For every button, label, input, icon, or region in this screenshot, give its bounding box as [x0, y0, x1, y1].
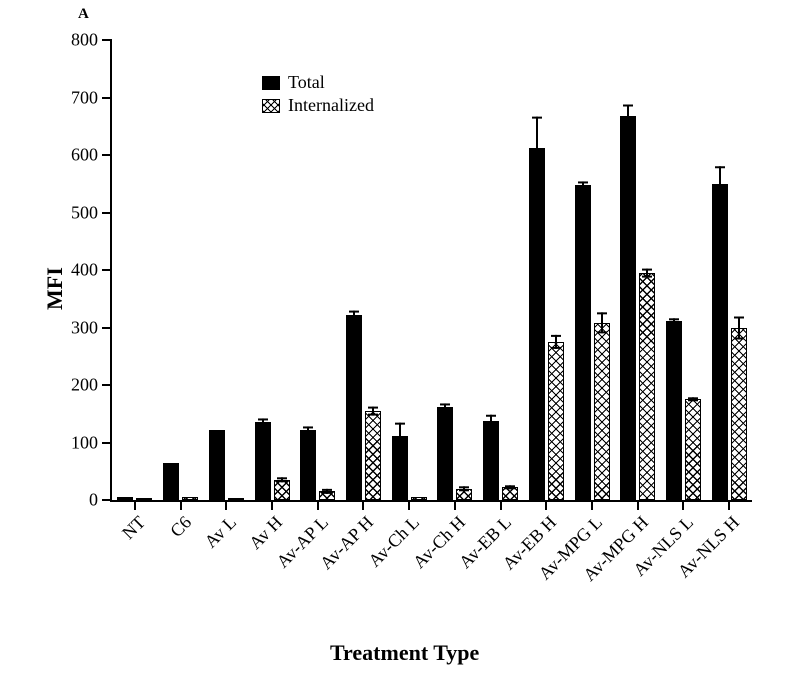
y-tick-label: 0	[89, 490, 98, 511]
x-tick-label: C6	[166, 512, 196, 542]
x-tick-label: NT	[118, 512, 150, 544]
legend-label: Total	[288, 72, 325, 93]
bar-total	[163, 463, 179, 500]
bar-total	[437, 407, 453, 500]
x-tick	[225, 500, 227, 510]
y-tick-label: 300	[71, 317, 98, 338]
legend-item: Total	[262, 72, 374, 93]
x-tick	[728, 500, 730, 510]
x-tick	[682, 500, 684, 510]
x-tick	[317, 500, 319, 510]
x-tick	[134, 500, 136, 510]
bar-internalized	[731, 328, 747, 501]
bar-total	[483, 421, 499, 500]
bar-internalized	[274, 480, 290, 500]
y-tick-label: 800	[71, 30, 98, 51]
x-tick	[180, 500, 182, 510]
bar-total	[255, 422, 271, 500]
bar-internalized	[685, 399, 701, 500]
bar-internalized	[548, 342, 564, 500]
y-tick-label: 400	[71, 260, 98, 281]
bar-total	[712, 184, 728, 500]
y-tick-label: 600	[71, 145, 98, 166]
y-tick-label: 700	[71, 87, 98, 108]
plot-area: TotalInternalized 0100200300400500600700…	[110, 40, 752, 502]
panel-label: A	[78, 6, 89, 23]
y-tick	[102, 39, 112, 41]
bar-total	[529, 148, 545, 500]
bar-internalized	[182, 497, 198, 500]
y-tick-label: 200	[71, 375, 98, 396]
x-tick	[454, 500, 456, 510]
bar-total	[575, 185, 591, 500]
x-tick	[408, 500, 410, 510]
y-tick-label: 100	[71, 432, 98, 453]
x-tick	[591, 500, 593, 510]
y-tick	[102, 269, 112, 271]
bar-internalized	[136, 498, 152, 500]
bar-internalized	[639, 273, 655, 500]
y-tick	[102, 442, 112, 444]
x-tick	[362, 500, 364, 510]
y-tick	[102, 327, 112, 329]
bar-internalized	[411, 497, 427, 500]
bar-total	[209, 430, 225, 500]
bar-total	[346, 315, 362, 500]
x-tick-label: Av L	[201, 512, 241, 552]
y-axis-label: MFI	[42, 267, 68, 310]
y-tick-label: 500	[71, 202, 98, 223]
bar-total	[300, 430, 316, 500]
bar-internalized	[228, 498, 244, 500]
bar-total	[666, 321, 682, 500]
x-tick	[545, 500, 547, 510]
legend-swatch-solid-icon	[262, 76, 280, 90]
y-tick	[102, 499, 112, 501]
y-tick	[102, 97, 112, 99]
x-tick	[637, 500, 639, 510]
x-tick	[271, 500, 273, 510]
bar-total	[117, 497, 133, 500]
bar-internalized	[365, 411, 381, 500]
bar-internalized	[594, 323, 610, 500]
x-axis-label: Treatment Type	[330, 640, 479, 666]
legend-label: Internalized	[288, 95, 374, 116]
legend-swatch-hatch-icon	[262, 99, 280, 113]
y-tick	[102, 212, 112, 214]
x-tick	[500, 500, 502, 510]
y-tick	[102, 154, 112, 156]
y-tick	[102, 384, 112, 386]
legend-item: Internalized	[262, 95, 374, 116]
bar-total	[620, 116, 636, 500]
legend: TotalInternalized	[262, 70, 374, 118]
